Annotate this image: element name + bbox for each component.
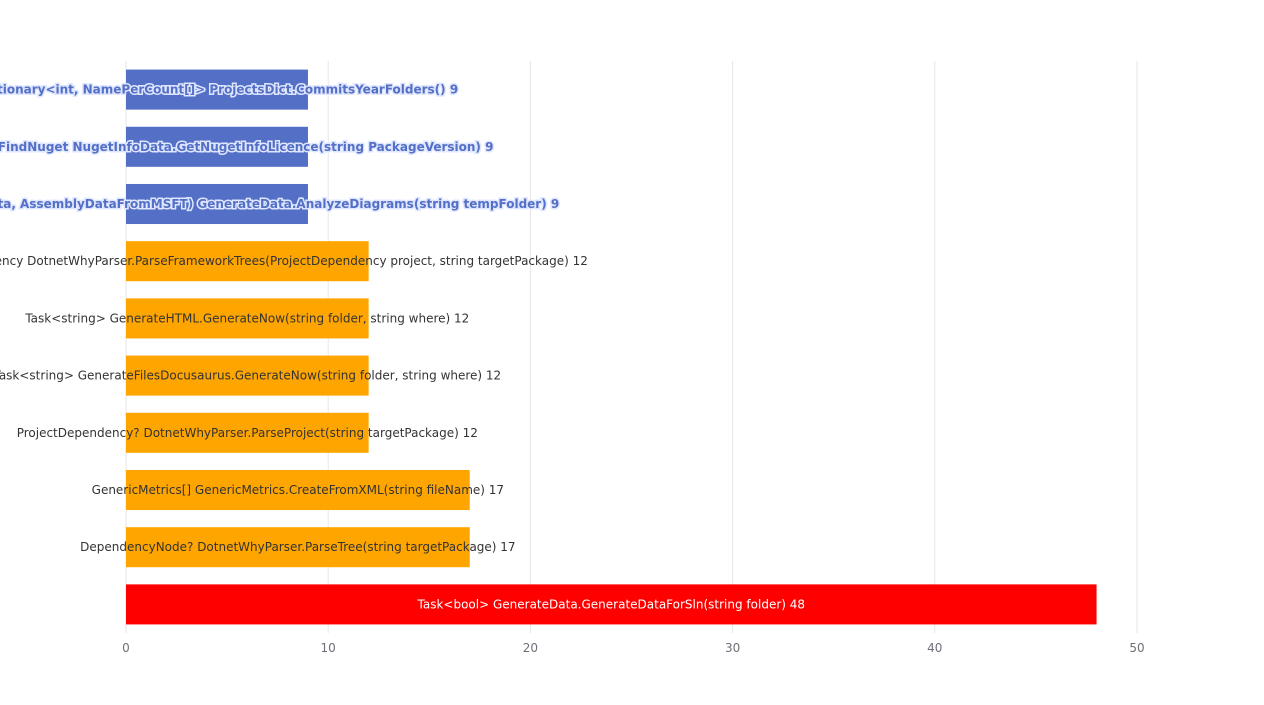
- bar-label: GenericMetrics[] GenericMetrics.CreateFr…: [92, 483, 504, 497]
- bar-label: Task<string> GenerateHTML.GenerateNow(st…: [24, 311, 469, 325]
- x-axis: 0 10 20 30 40 50: [122, 641, 1144, 655]
- x-tick-label: 10: [321, 641, 336, 655]
- bar-label: Task<bool> GenerateData.GenerateDataForS…: [417, 597, 806, 611]
- x-tick-label: 30: [725, 641, 740, 655]
- bar[interactable]: [126, 584, 1097, 625]
- bar-labels: Dictionary<int, NamePerCount[]> Projects…: [0, 81, 806, 611]
- bar[interactable]: [126, 69, 308, 110]
- bar-label: ProjectDependency? DotnetWhyParser.Parse…: [17, 426, 478, 440]
- x-tick-label: 50: [1129, 641, 1144, 655]
- bar-label: Task<string> GenerateFilesDocusaurus.Gen…: [0, 369, 501, 383]
- bar[interactable]: [126, 412, 369, 453]
- bar[interactable]: [126, 298, 369, 339]
- bar[interactable]: [126, 527, 470, 568]
- bar[interactable]: [126, 355, 369, 396]
- bar[interactable]: [126, 241, 369, 282]
- x-tick-label: 20: [523, 641, 538, 655]
- x-tick-label: 40: [927, 641, 942, 655]
- bar-label: (PublicClassRefData, AssemblyDataFromMSF…: [0, 197, 559, 211]
- bar-label: ProjectDependency DotnetWhyParser.ParseF…: [0, 254, 588, 268]
- x-tick-label: 0: [122, 641, 130, 655]
- bars: [126, 69, 1097, 625]
- bar-label: Dictionary<int, NamePerCount[]> Projects…: [0, 83, 458, 97]
- bar-label: AnswersFindNuget NugetInfoData.GetNugetI…: [0, 140, 493, 154]
- bar-label: DependencyNode? DotnetWhyParser.ParseTre…: [80, 540, 515, 554]
- bar[interactable]: [126, 183, 308, 225]
- bar[interactable]: [126, 126, 308, 167]
- bar[interactable]: [126, 469, 470, 511]
